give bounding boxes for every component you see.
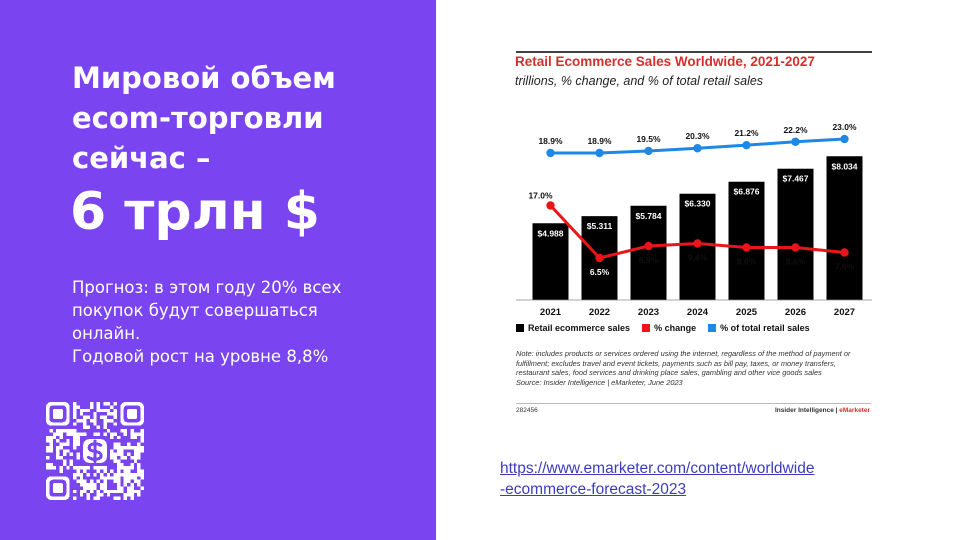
forecast-line-2: покупок будут совершаться <box>72 301 318 320</box>
x-tick-2024: 2024 <box>687 307 709 318</box>
forecast-line-3: онлайн. <box>72 324 141 343</box>
change-point-2026 <box>791 243 800 252</box>
chart-notes: Note: includes products or services orde… <box>516 349 868 387</box>
chart-note-text: Note: includes products or services orde… <box>516 349 851 378</box>
share-point-2023 <box>644 146 653 156</box>
legend-label-share: % of total retail sales <box>720 323 810 333</box>
share-point-2021 <box>546 148 555 158</box>
source-link-line-1: https://www.emarketer.com/content/worldw… <box>500 460 815 477</box>
share-label-2022: 18.9% <box>587 136 612 146</box>
share-label-2023: 19.5% <box>636 134 661 144</box>
share-point-2027 <box>840 134 849 144</box>
credit-main: Insider Intelligence | <box>774 407 840 414</box>
x-tick-2021: 2021 <box>540 307 562 318</box>
legend-swatch-share <box>708 324 717 332</box>
change-label-2023: 8.9% <box>639 255 659 265</box>
change-point-2027 <box>840 248 849 257</box>
bar-2025 <box>728 181 765 300</box>
chart-title: Retail Ecommerce Sales Worldwide, 2021-2… <box>515 54 815 69</box>
headline-number: 6 трлн $ <box>70 182 320 242</box>
change-point-2024 <box>693 239 702 248</box>
forecast-line-1: Прогноз: в этом году 20% всех <box>72 278 342 297</box>
title-line-3: сейчас – <box>72 141 211 175</box>
bar-label-2026: $7.467 <box>783 174 809 184</box>
chart-card: $4.988 2021 $5.311 2022 $5.784 2023 $6.330 2024… <box>512 48 876 418</box>
forecast-line-4: Годовой рост на уровне 8,8% <box>72 347 329 366</box>
x-tick-2023: 2023 <box>638 307 659 318</box>
left-panel: Мировой объем ecom-торговли сейчас – 6 т… <box>0 0 436 540</box>
change-point-2023 <box>644 241 653 251</box>
share-point-2026 <box>791 137 800 146</box>
change-point-2021 <box>546 201 555 210</box>
title-line-2: ecom-торговли <box>72 101 324 135</box>
legend-swatch-change <box>642 324 651 332</box>
bar-2023 <box>630 205 667 300</box>
change-label-2026: 8.6% <box>786 257 806 267</box>
share-label-2024: 20.3% <box>685 131 710 141</box>
share-label-2021: 18.9% <box>538 136 563 146</box>
chart-id: 282456 <box>516 407 538 414</box>
bar-label-2024: $6.330 <box>685 199 711 209</box>
share-point-2022 <box>595 148 604 158</box>
bar-label-2027: $8.034 <box>832 161 858 171</box>
source-link[interactable]: https://www.emarketer.com/content/worldw… <box>500 458 900 500</box>
bar-label-2023: $5.784 <box>636 211 662 221</box>
chart-footer-divider <box>516 403 871 404</box>
source-link-line-2: -ecommerce-forecast-2023 <box>500 481 687 498</box>
legend-label-change: % change <box>654 323 697 333</box>
legend-item-share: % of total retail sales <box>708 323 810 333</box>
change-label-2022: 6.5% <box>590 267 610 277</box>
forecast-text: Прогноз: в этом году 20% всех покупок бу… <box>72 276 392 368</box>
x-tick-2027: 2027 <box>834 307 855 318</box>
change-label-2025: 8.6% <box>737 257 757 267</box>
qr-code[interactable] <box>46 402 144 500</box>
credit-brand: eMarketer <box>839 407 870 414</box>
bar-2021 <box>532 223 569 300</box>
change-label-2027: 7.6% <box>835 262 855 272</box>
legend-label-sales: Retail ecommerce sales <box>528 323 631 333</box>
x-tick-2025: 2025 <box>736 307 758 318</box>
bar-2027 <box>826 156 863 300</box>
share-point-2024 <box>693 144 702 153</box>
change-label-2024: 9.4% <box>688 253 708 263</box>
legend-item-change: % change <box>642 323 696 333</box>
chart-credit: Insider Intelligence | eMarketer <box>775 407 870 414</box>
chart-source: Source: Insider Intelligence | eMarketer… <box>516 377 683 387</box>
chart-subtitle: trillions, % change, and % of total reta… <box>515 74 764 88</box>
share-label-2025: 21.2% <box>734 128 759 138</box>
share-label-2027: 23.0% <box>832 122 857 132</box>
share-label-2026: 22.2% <box>783 125 808 135</box>
title-line-1: Мировой объем <box>72 61 336 95</box>
chart-legend: Retail ecommerce sales % change % of tot… <box>516 323 810 333</box>
page-title: Мировой объем ecom-торговли сейчас – <box>72 58 412 178</box>
change-point-2025 <box>742 243 751 252</box>
legend-item-sales: Retail ecommerce sales <box>516 323 630 333</box>
bar-label-2021: $4.988 <box>538 228 564 238</box>
share-point-2025 <box>742 140 751 150</box>
bar-label-2022: $5.311 <box>587 221 613 231</box>
legend-swatch-sales <box>516 324 524 332</box>
x-tick-2026: 2026 <box>785 307 806 318</box>
chart-svg: $4.988 2021 $5.311 2022 $5.784 2023 $6.330 2024… <box>516 51 872 318</box>
bar-label-2025: $6.876 <box>734 187 760 197</box>
dollar-sign-icon <box>87 439 103 463</box>
change-label-2021: 17.0% <box>528 191 553 201</box>
change-point-2022 <box>595 253 604 263</box>
x-tick-2022: 2022 <box>589 307 610 318</box>
bar-2026 <box>777 168 814 300</box>
